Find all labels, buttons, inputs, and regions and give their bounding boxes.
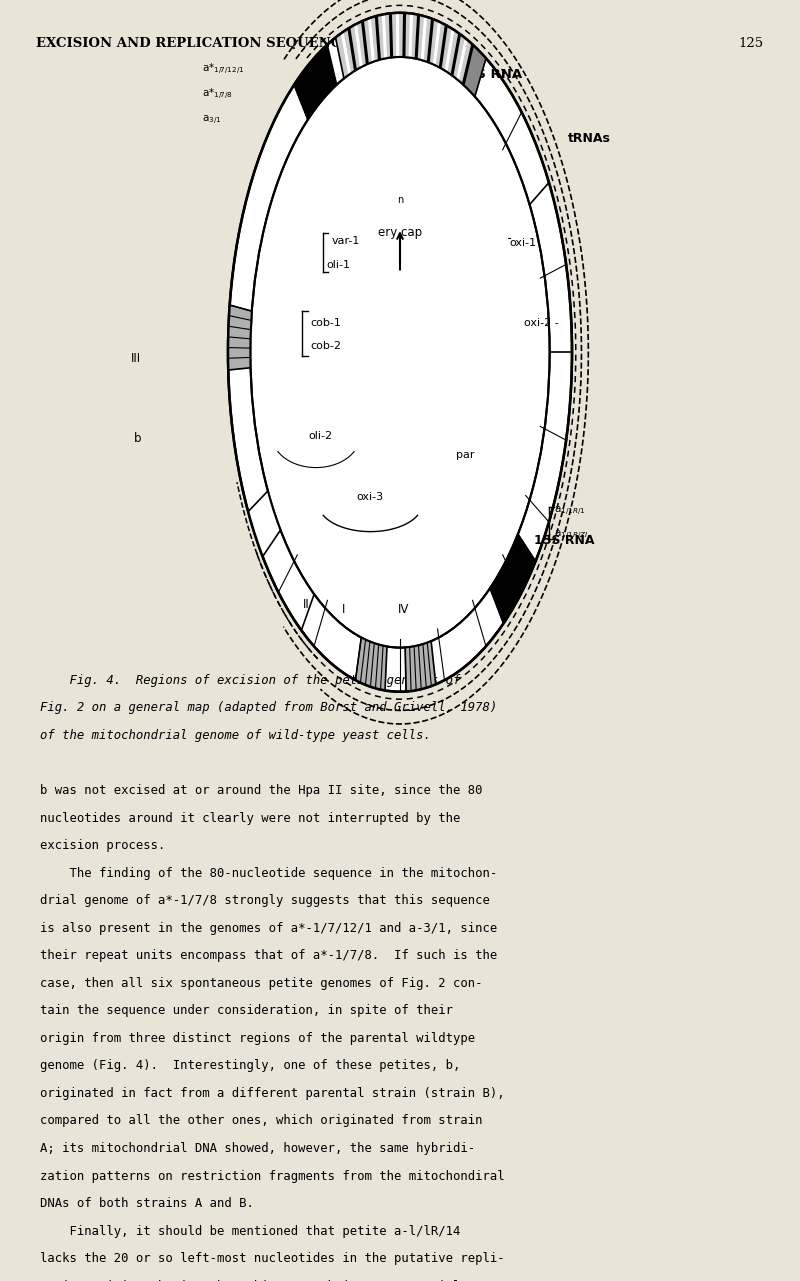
Text: EXCISION AND REPLICATION SEQUENCES IN YEAST: EXCISION AND REPLICATION SEQUENCES IN YE… xyxy=(36,37,438,50)
Text: oxi-1: oxi-1 xyxy=(510,238,537,249)
Text: cation origin, showing that this stretch is not essential.: cation origin, showing that this stretch… xyxy=(40,1280,468,1281)
Text: oli-1: oli-1 xyxy=(326,260,350,270)
Text: par: par xyxy=(456,450,475,460)
Text: 21S RNA: 21S RNA xyxy=(458,68,522,81)
Text: tain the sequence under consideration, in spite of their: tain the sequence under consideration, i… xyxy=(40,1004,453,1017)
Text: zation patterns on restriction fragments from the mitochondiral: zation patterns on restriction fragments… xyxy=(40,1170,505,1182)
Text: drial genome of a*-1/7/8 strongly suggests that this sequence: drial genome of a*-1/7/8 strongly sugges… xyxy=(40,894,490,907)
Text: is also present in the genomes of a*-1/7/12/1 and a-3/1, since: is also present in the genomes of a*-1/7… xyxy=(40,922,498,935)
Text: 125: 125 xyxy=(739,37,764,50)
Text: cob-1: cob-1 xyxy=(310,318,342,328)
Polygon shape xyxy=(335,13,473,85)
Text: a*$_{1/7/12/1}$: a*$_{1/7/12/1}$ xyxy=(202,61,244,77)
Text: their repeat units encompass that of a*-1/7/8.  If such is the: their repeat units encompass that of a*-… xyxy=(40,949,498,962)
Text: b: b xyxy=(134,432,142,445)
Text: oxi-3: oxi-3 xyxy=(356,492,383,502)
Text: 15S RNA: 15S RNA xyxy=(534,534,595,547)
Text: case, then all six spontaneous petite genomes of Fig. 2 con-: case, then all six spontaneous petite ge… xyxy=(40,976,482,990)
Text: genome (Fig. 4).  Interestingly, one of these petites, b,: genome (Fig. 4). Interestingly, one of t… xyxy=(40,1059,460,1072)
Text: b was not excised at or around the Hpa II site, since the 80: b was not excised at or around the Hpa I… xyxy=(40,784,482,797)
Text: oli-2: oli-2 xyxy=(308,430,332,441)
Polygon shape xyxy=(406,642,436,692)
Text: of the mitochondrial genome of wild-type yeast cells.: of the mitochondrial genome of wild-type… xyxy=(40,729,431,742)
Text: III: III xyxy=(131,352,141,365)
Text: a$_{1/1R/1}$: a$_{1/1R/1}$ xyxy=(554,505,586,518)
Text: a*$_{1/7/8}$: a*$_{1/7/8}$ xyxy=(202,87,232,102)
Text: excision process.: excision process. xyxy=(40,839,166,852)
Ellipse shape xyxy=(228,13,572,692)
Text: Fig. 4.  Regions of excision of the petite genomes of: Fig. 4. Regions of excision of the petit… xyxy=(40,674,460,687)
Text: IV: IV xyxy=(398,603,410,616)
Text: nucleotides around it clearly were not interrupted by the: nucleotides around it clearly were not i… xyxy=(40,812,460,825)
Text: II: II xyxy=(303,598,310,611)
Text: lacks the 20 or so left-most nucleotides in the putative repli-: lacks the 20 or so left-most nucleotides… xyxy=(40,1253,505,1266)
Text: var-1: var-1 xyxy=(332,236,360,246)
Text: originated in fact from a different parental strain (strain B),: originated in fact from a different pare… xyxy=(40,1086,505,1100)
Polygon shape xyxy=(248,491,281,556)
Text: I: I xyxy=(342,603,346,616)
Polygon shape xyxy=(490,534,535,624)
Text: a$_{1/1R/ZI}$: a$_{1/1R/ZI}$ xyxy=(554,529,589,542)
Text: n: n xyxy=(397,195,403,205)
Text: a$_{3/1}$: a$_{3/1}$ xyxy=(202,114,221,127)
Text: A; its mitochondrial DNA showed, however, the same hybridi-: A; its mitochondrial DNA showed, however… xyxy=(40,1143,475,1155)
Text: origin from three distinct regions of the parental wildtype: origin from three distinct regions of th… xyxy=(40,1032,475,1045)
Polygon shape xyxy=(294,45,337,119)
Polygon shape xyxy=(228,305,252,370)
Text: The finding of the 80-nucleotide sequence in the mitochon-: The finding of the 80-nucleotide sequenc… xyxy=(40,866,498,880)
Text: cob-2: cob-2 xyxy=(310,341,342,351)
Text: oxi-2 -: oxi-2 - xyxy=(524,318,558,328)
Text: Fig. 2 on a general map (adapted from Borst and Grivell, 1978): Fig. 2 on a general map (adapted from Bo… xyxy=(40,702,498,715)
Text: tRNAs: tRNAs xyxy=(568,132,611,145)
Text: Finally, it should be mentioned that petite a-l/lR/14: Finally, it should be mentioned that pet… xyxy=(40,1225,460,1237)
Text: compared to all the other ones, which originated from strain: compared to all the other ones, which or… xyxy=(40,1114,482,1127)
Text: DNAs of both strains A and B.: DNAs of both strains A and B. xyxy=(40,1196,254,1211)
Polygon shape xyxy=(463,45,486,96)
Polygon shape xyxy=(355,638,387,690)
Text: ery cap: ery cap xyxy=(378,227,422,240)
